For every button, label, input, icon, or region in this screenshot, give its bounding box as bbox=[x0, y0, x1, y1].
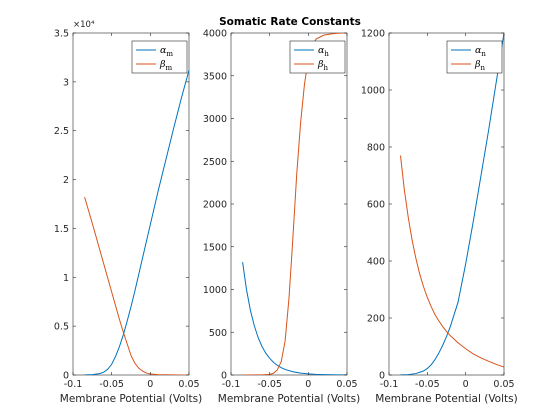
x-tick-label: 0.05 bbox=[493, 379, 514, 390]
subplot-2: -0.1 -0.05 0 0.05 0 500 1000 1500 2000 2500 3000 35… bbox=[203, 29, 360, 406]
plot-area bbox=[230, 32, 348, 376]
y-tick-label: 2000 bbox=[203, 200, 227, 211]
y-tick-label: 3000 bbox=[203, 114, 227, 125]
legend-entry: βh bbox=[317, 59, 329, 72]
y-tick-label: 800 bbox=[367, 143, 385, 154]
y-tick-label: 0 bbox=[379, 371, 385, 382]
y-tick-label: 2.5 bbox=[54, 126, 69, 137]
x-tick-label: -0.05 bbox=[99, 379, 124, 390]
legend-entry: βn bbox=[474, 59, 486, 72]
x-axis-label: Membrane Potential (Volts) bbox=[60, 393, 202, 405]
legend-box bbox=[289, 40, 346, 74]
x-tick-label: 0 bbox=[463, 379, 469, 390]
y-tick-label: 3.5 bbox=[54, 29, 69, 40]
y-tick-label: 3 bbox=[63, 77, 69, 88]
legend-entry: αm bbox=[160, 45, 173, 58]
x-tick-label: 0.05 bbox=[178, 379, 199, 390]
series-line-βh bbox=[242, 33, 347, 375]
y-tick-label: 400 bbox=[367, 257, 385, 268]
y-tick-label: 1000 bbox=[203, 285, 227, 296]
x-tick-label: -0.05 bbox=[415, 379, 440, 390]
y-tick-label: 1.5 bbox=[54, 224, 69, 235]
legend-entry: αh bbox=[318, 45, 329, 58]
series-line-αm bbox=[84, 69, 189, 375]
y-tick-label: 0 bbox=[221, 371, 227, 382]
y-tick-label: 0 bbox=[63, 371, 69, 382]
x-tick-label: -0.05 bbox=[257, 379, 282, 390]
x-axis-label: Membrane Potential (Volts) bbox=[218, 393, 360, 405]
legend-box bbox=[131, 40, 188, 74]
figure-title: Somatic Rate Constants bbox=[219, 16, 361, 28]
x-tick-label: -0.1 bbox=[222, 379, 241, 390]
y-tick-label: 1 bbox=[63, 273, 69, 284]
series-line-αn bbox=[400, 33, 504, 375]
subplot-3: -0.1 -0.05 0 0.05 0 200 400 600 800 1000 1200 Membr… bbox=[361, 29, 518, 406]
legend-entry: βm bbox=[159, 59, 173, 72]
y-tick-label: 500 bbox=[209, 328, 227, 339]
x-axis-label: Membrane Potential (Volts) bbox=[375, 393, 517, 405]
y-tick-label: 3500 bbox=[203, 71, 227, 82]
legend-entry: αn bbox=[475, 45, 486, 58]
y-tick-label: 1200 bbox=[361, 29, 385, 40]
y-tick-label: 2500 bbox=[203, 157, 227, 168]
y-tick-label: 1000 bbox=[361, 86, 385, 97]
plot-area bbox=[388, 32, 505, 376]
series-line-βn bbox=[400, 155, 504, 368]
series-line-βm bbox=[84, 197, 189, 375]
subplot-panels: -0.1 -0.05 0 0.05 0 0.5 1 1.5 2 2.5 3 3.5 ×10⁴ Membra… bbox=[54, 20, 518, 405]
y-exponent-label: ×10⁴ bbox=[73, 20, 95, 30]
plot-area bbox=[72, 32, 190, 376]
x-tick-label: 0.05 bbox=[336, 379, 357, 390]
x-tick-label: 0 bbox=[305, 379, 311, 390]
x-tick-label: -0.1 bbox=[380, 379, 399, 390]
y-tick-label: 200 bbox=[367, 314, 385, 325]
y-tick-label: 600 bbox=[367, 200, 385, 211]
legend-box bbox=[446, 40, 503, 74]
x-tick-label: -0.1 bbox=[64, 379, 83, 390]
y-tick-label: 4000 bbox=[203, 29, 227, 40]
y-tick-label: 2 bbox=[63, 175, 69, 186]
x-tick-label: 0 bbox=[147, 379, 153, 390]
subplot-1: -0.1 -0.05 0 0.05 0 0.5 1 1.5 2 2.5 3 3.5 ×10⁴ Membra… bbox=[54, 20, 202, 405]
y-tick-label: 1500 bbox=[203, 242, 227, 253]
y-tick-label: 0.5 bbox=[54, 322, 69, 333]
